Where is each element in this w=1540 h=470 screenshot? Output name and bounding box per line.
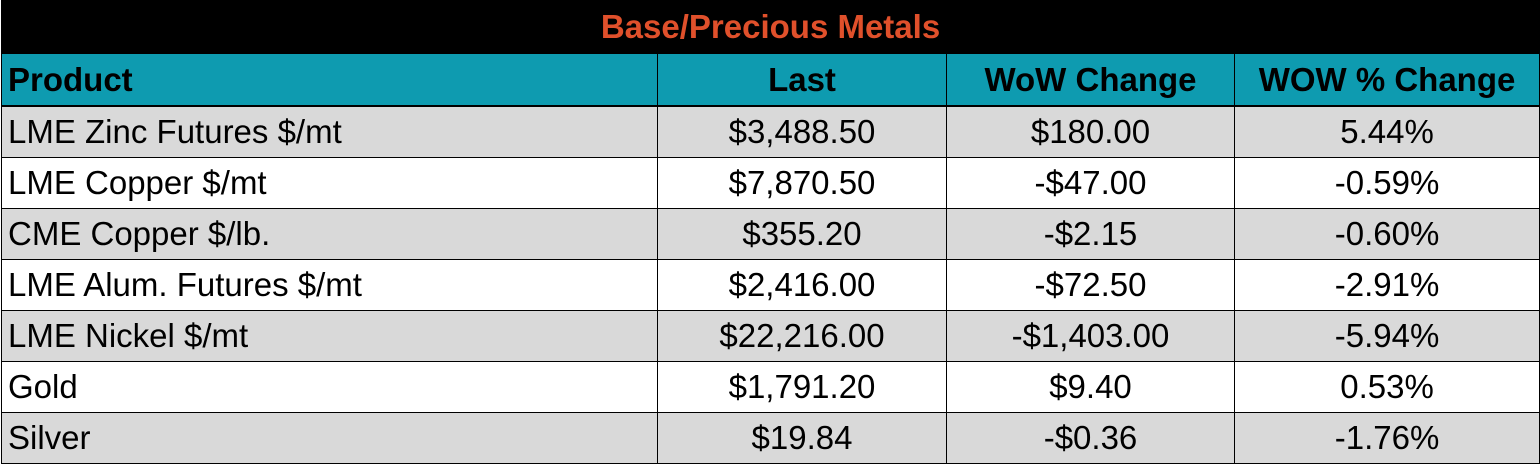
table-row: CME Copper $/lb. $355.20 -$2.15 -0.60% [1,208,1540,260]
column-header-product: Product [1,53,658,107]
table-row: LME Nickel $/mt $22,216.00 -$1,403.00 -5… [1,310,1540,362]
cell-product: CME Copper $/lb. [1,208,658,260]
table-title-row: Base/Precious Metals [0,0,1540,54]
cell-wow-pct-change: -5.94% [1233,310,1540,362]
column-header-last: Last [657,53,947,107]
table-header-row: Product Last WoW Change WOW % Change [1,53,1540,107]
cell-wow-pct-change: -0.60% [1233,208,1540,260]
table-title: Base/Precious Metals [0,0,1540,54]
cell-wow-change: -$72.50 [946,259,1235,311]
cell-wow-pct-change: 0.53% [1233,361,1540,413]
table-row: Gold $1,791.20 $9.40 0.53% [1,361,1540,413]
cell-last: $355.20 [657,208,947,260]
cell-last: $7,870.50 [657,157,947,209]
cell-last: $19.84 [657,412,947,464]
column-header-wow-pct-change: WOW % Change [1233,53,1540,107]
column-header-wow-change: WoW Change [946,53,1235,107]
table-row: LME Copper $/mt $7,870.50 -$47.00 -0.59% [1,157,1540,209]
table-row: Silver $19.84 -$0.36 -1.76% [1,412,1540,464]
cell-wow-change: $9.40 [946,361,1235,413]
cell-wow-change: -$47.00 [946,157,1235,209]
cell-product: LME Zinc Futures $/mt [1,105,658,158]
cell-last: $3,488.50 [657,105,947,158]
cell-product: LME Alum. Futures $/mt [1,259,658,311]
cell-wow-pct-change: -2.91% [1233,259,1540,311]
cell-product: Silver [1,412,658,464]
cell-last: $2,416.00 [657,259,947,311]
cell-wow-pct-change: -1.76% [1233,412,1540,464]
cell-wow-change: -$0.36 [946,412,1235,464]
table-row: LME Zinc Futures $/mt $3,488.50 $180.00 … [1,105,1540,158]
cell-product: LME Copper $/mt [1,157,658,209]
cell-wow-change: $180.00 [946,105,1235,158]
cell-wow-change: -$2.15 [946,208,1235,260]
cell-wow-change: -$1,403.00 [946,310,1235,362]
cell-product: LME Nickel $/mt [1,310,658,362]
cell-last: $1,791.20 [657,361,947,413]
cell-last: $22,216.00 [657,310,947,362]
cell-wow-pct-change: 5.44% [1233,105,1540,158]
cell-wow-pct-change: -0.59% [1233,157,1540,209]
cell-product: Gold [1,361,658,413]
table-row: LME Alum. Futures $/mt $2,416.00 -$72.50… [1,259,1540,311]
